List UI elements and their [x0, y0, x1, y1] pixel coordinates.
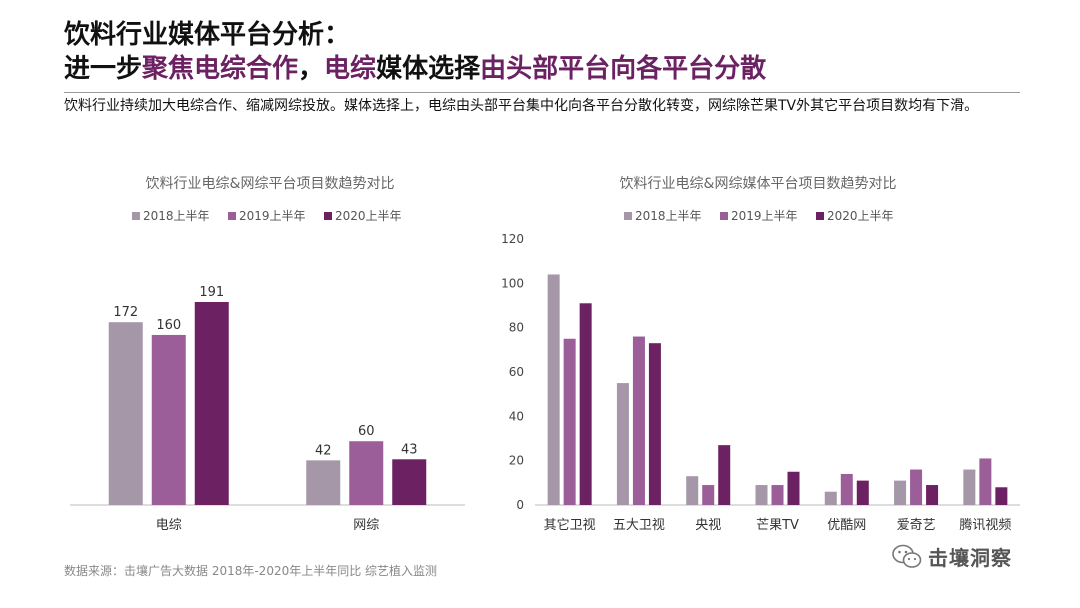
bar: [547, 274, 560, 505]
bar: [632, 336, 645, 505]
legend-swatch: [816, 212, 824, 220]
x-tick-label: 其它卫视: [544, 517, 596, 533]
bar: [616, 383, 629, 505]
data-label: 43: [401, 442, 418, 457]
bar: [979, 458, 992, 505]
bar: [579, 303, 592, 505]
data-source-note: 数据来源：击壤广告大数据 2018年-2020年上半年同比 综艺植入监测: [64, 564, 438, 578]
legend-label: 2019上半年: [239, 209, 306, 223]
title-part-e: 媒体选择: [376, 54, 481, 84]
x-tick-label: 五大卫视: [613, 518, 665, 533]
brand-logo: 击壤洞察: [892, 542, 1012, 571]
title-divider: [64, 92, 1020, 93]
bar: [108, 322, 143, 505]
data-label: 60: [358, 424, 375, 439]
legend-label: 2019上半年: [731, 209, 798, 223]
legend-swatch: [624, 212, 632, 220]
wechat-icon: [892, 544, 922, 568]
legend-swatch: [324, 212, 332, 220]
bar: [151, 334, 186, 505]
bar: [963, 469, 976, 505]
title-highlight-f: 由头部平台向各平台分散: [480, 54, 767, 84]
title-highlight-b: 聚焦电综合作: [142, 54, 299, 84]
bar: [686, 476, 699, 505]
title-part-c: ，: [298, 54, 325, 84]
title-line-2: 进一步聚焦电综合作，电综媒体选择由头部平台向各平台分散: [64, 52, 766, 86]
legend-label: 2020上半年: [827, 209, 894, 223]
legend-swatch: [132, 212, 140, 220]
y-tick-label: 20: [509, 454, 524, 468]
x-tick-label: 央视: [695, 518, 721, 533]
bar: [306, 460, 341, 505]
data-label: 191: [199, 285, 224, 300]
bar: [349, 441, 384, 505]
title-line-1: 饮料行业媒体平台分析：: [64, 20, 351, 50]
bar: [194, 302, 229, 505]
x-tick-label: 优酷网: [827, 518, 866, 533]
bar: [926, 485, 939, 505]
bar: [718, 445, 731, 505]
chart-title: 饮料行业电综&网综媒体平台项目数趋势对比: [620, 176, 897, 192]
bar: [771, 485, 784, 505]
y-tick-label: 60: [509, 365, 524, 379]
bar: [856, 480, 869, 505]
bar: [910, 469, 923, 505]
legend-label: 2020上半年: [335, 209, 402, 223]
x-tick-label: 爱奇艺: [897, 517, 936, 533]
bar: [787, 471, 800, 505]
legend-swatch: [228, 212, 236, 220]
bar: [648, 343, 661, 505]
legend-label: 2018上半年: [635, 209, 702, 223]
bar: [702, 485, 715, 505]
legend-label: 2018上半年: [143, 209, 210, 223]
legend-swatch: [720, 212, 728, 220]
bar: [824, 491, 837, 505]
title-part-a: 进一步: [64, 54, 143, 84]
y-tick-label: 40: [509, 409, 524, 423]
x-tick-label: 腾讯视频: [959, 517, 1011, 533]
bar: [995, 487, 1008, 505]
data-label: 172: [113, 305, 138, 320]
x-tick-label: 网综: [353, 518, 379, 533]
y-tick-label: 100: [501, 276, 524, 290]
page-description: 饮料行业持续加大电综合作、缩减网综投放。媒体选择上，电综由头部平台集中化向各平台…: [64, 98, 979, 114]
y-tick-label: 120: [501, 232, 524, 246]
page-title: 饮料行业媒体平台分析： 进一步聚焦电综合作，电综媒体选择由头部平台向各平台分散: [64, 18, 766, 86]
bar: [894, 480, 907, 505]
bar: [840, 473, 853, 505]
chart-title: 饮料行业电综&网综平台项目数趋势对比: [146, 176, 395, 192]
y-tick-label: 80: [509, 321, 524, 335]
bar: [563, 338, 576, 505]
x-tick-label: 电综: [156, 518, 182, 533]
brand-name: 击壤洞察: [928, 546, 1012, 570]
bar: [392, 459, 427, 505]
data-label: 160: [156, 318, 181, 333]
bar: [755, 485, 768, 505]
data-label: 42: [315, 443, 332, 458]
x-tick-label: 芒果TV: [756, 517, 799, 533]
y-tick-label: 0: [516, 498, 524, 512]
title-highlight-d: 电综: [324, 54, 377, 84]
